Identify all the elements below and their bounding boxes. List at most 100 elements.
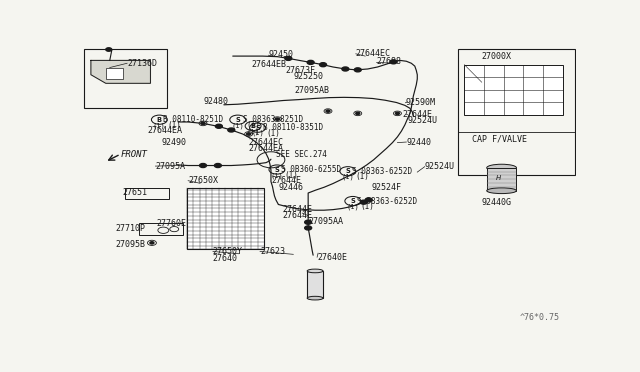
Text: (1): (1) bbox=[271, 172, 284, 179]
Text: 92524U: 92524U bbox=[408, 116, 437, 125]
Ellipse shape bbox=[486, 188, 516, 193]
Text: 27640E: 27640E bbox=[317, 253, 347, 262]
Text: 27710P: 27710P bbox=[116, 224, 146, 233]
Text: S 0B360-6255D: S 0B360-6255D bbox=[281, 165, 341, 174]
Bar bbox=[106, 68, 123, 79]
Text: 27095AA: 27095AA bbox=[308, 217, 343, 226]
Text: 92590M: 92590M bbox=[405, 98, 435, 107]
Text: 27644E: 27644E bbox=[282, 205, 312, 214]
Text: 27651: 27651 bbox=[122, 187, 147, 197]
Circle shape bbox=[365, 198, 372, 202]
Bar bbox=[307, 271, 323, 298]
Text: 27000X: 27000X bbox=[482, 52, 511, 61]
Bar bbox=[465, 65, 563, 115]
Bar bbox=[486, 168, 516, 191]
Text: (1): (1) bbox=[342, 174, 354, 180]
Circle shape bbox=[319, 63, 326, 67]
Text: (1): (1) bbox=[285, 171, 299, 180]
Text: (1): (1) bbox=[167, 121, 181, 130]
Bar bbox=[187, 188, 264, 250]
Text: S: S bbox=[351, 198, 355, 204]
Text: (1): (1) bbox=[251, 129, 264, 136]
Text: (1): (1) bbox=[356, 173, 370, 182]
Text: S 08363-6252D: S 08363-6252D bbox=[356, 196, 417, 206]
Text: (1): (1) bbox=[361, 202, 374, 211]
Text: (1): (1) bbox=[246, 121, 260, 130]
Circle shape bbox=[355, 68, 361, 72]
Circle shape bbox=[275, 118, 280, 120]
Circle shape bbox=[396, 112, 399, 115]
Text: 92524U: 92524U bbox=[425, 162, 454, 171]
Text: 27673F: 27673F bbox=[286, 66, 316, 75]
Circle shape bbox=[342, 67, 349, 71]
Text: S: S bbox=[275, 167, 279, 173]
Circle shape bbox=[246, 133, 251, 135]
Text: 27640: 27640 bbox=[213, 254, 238, 263]
Text: 925250: 925250 bbox=[293, 72, 323, 81]
Text: (1): (1) bbox=[153, 122, 166, 129]
Text: 92446: 92446 bbox=[278, 183, 303, 192]
Text: SEE SEC.274: SEE SEC.274 bbox=[276, 150, 327, 158]
Text: B 08110-8251D: B 08110-8251D bbox=[163, 115, 223, 124]
Text: 27644EC: 27644EC bbox=[249, 138, 284, 147]
Circle shape bbox=[150, 242, 154, 244]
Circle shape bbox=[285, 57, 292, 60]
Text: 92524F: 92524F bbox=[372, 183, 402, 192]
Text: 27095B: 27095B bbox=[116, 240, 146, 249]
Text: 27095A: 27095A bbox=[156, 161, 186, 171]
Text: 92440: 92440 bbox=[406, 138, 431, 147]
Text: B 08110-8351D: B 08110-8351D bbox=[262, 123, 323, 132]
Text: 27644E: 27644E bbox=[282, 211, 312, 220]
Text: (1): (1) bbox=[231, 122, 244, 129]
Circle shape bbox=[360, 200, 367, 204]
Circle shape bbox=[390, 60, 397, 64]
Text: 92440G: 92440G bbox=[482, 198, 511, 207]
Text: 27650Y: 27650Y bbox=[213, 247, 243, 256]
Text: B: B bbox=[157, 117, 162, 123]
Ellipse shape bbox=[307, 269, 323, 273]
Ellipse shape bbox=[486, 164, 516, 171]
Circle shape bbox=[326, 110, 330, 112]
Text: S: S bbox=[236, 117, 240, 123]
Text: S: S bbox=[346, 168, 350, 174]
Text: 27644EA: 27644EA bbox=[249, 144, 284, 153]
Text: CAP F/VALVE: CAP F/VALVE bbox=[472, 134, 527, 143]
Text: 27644EC: 27644EC bbox=[356, 49, 391, 58]
Text: (1): (1) bbox=[247, 128, 259, 135]
Text: 92490: 92490 bbox=[162, 138, 187, 147]
Text: 27644EA: 27644EA bbox=[147, 126, 182, 135]
Circle shape bbox=[216, 124, 222, 128]
Text: 92480: 92480 bbox=[204, 97, 229, 106]
Text: S 08363-6252D: S 08363-6252D bbox=[352, 167, 412, 176]
Circle shape bbox=[214, 164, 221, 167]
Circle shape bbox=[201, 122, 205, 125]
Text: B: B bbox=[251, 123, 255, 129]
Bar bbox=[138, 223, 183, 235]
Text: 27650X: 27650X bbox=[188, 176, 218, 185]
Text: 27760E: 27760E bbox=[157, 219, 187, 228]
Text: 27688: 27688 bbox=[376, 57, 402, 66]
Text: 27136D: 27136D bbox=[127, 59, 157, 68]
Bar bbox=[84, 49, 167, 108]
Circle shape bbox=[228, 128, 235, 132]
Text: 27623: 27623 bbox=[260, 247, 285, 256]
Text: 27644E: 27644E bbox=[271, 176, 301, 186]
Circle shape bbox=[307, 60, 314, 64]
Circle shape bbox=[200, 164, 207, 167]
Bar bbox=[458, 49, 575, 175]
Ellipse shape bbox=[307, 296, 323, 300]
Text: 27095AB: 27095AB bbox=[294, 86, 329, 95]
Text: 27644EB: 27644EB bbox=[251, 60, 286, 69]
Text: (1): (1) bbox=[346, 203, 359, 210]
Text: 92450: 92450 bbox=[269, 50, 294, 59]
Bar bbox=[125, 189, 169, 199]
Text: H: H bbox=[495, 176, 501, 182]
Circle shape bbox=[305, 220, 312, 224]
Text: 27644E: 27644E bbox=[403, 110, 433, 119]
Circle shape bbox=[305, 226, 312, 230]
Circle shape bbox=[356, 112, 360, 115]
Text: S 08363-8251D: S 08363-8251D bbox=[243, 115, 303, 124]
Text: FRONT: FRONT bbox=[121, 150, 148, 158]
Text: (1): (1) bbox=[266, 129, 280, 138]
Circle shape bbox=[106, 48, 112, 51]
